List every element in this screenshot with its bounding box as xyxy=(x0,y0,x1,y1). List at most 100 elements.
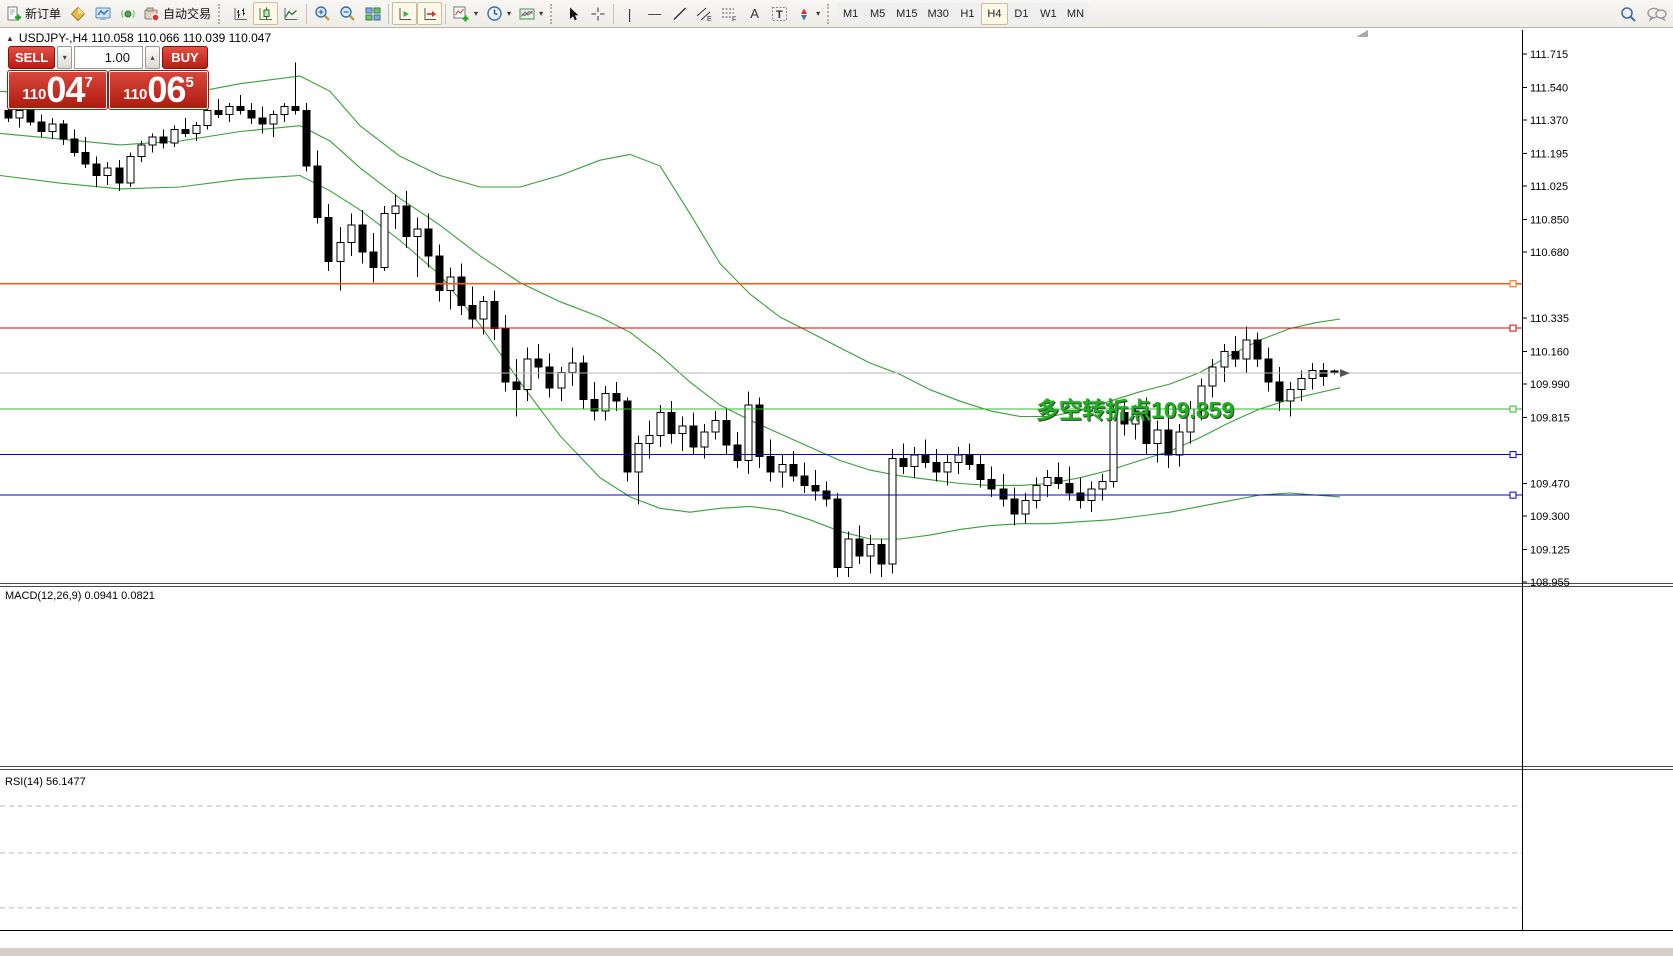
candles-layer xyxy=(4,62,1339,578)
bollinger-bands xyxy=(0,75,1341,540)
line-chart-icon xyxy=(284,7,297,20)
trendline-tool-button[interactable] xyxy=(667,2,692,25)
zoom-out-button[interactable] xyxy=(335,2,360,25)
crosshair-tool-button[interactable] xyxy=(585,2,610,25)
text-tool-icon: A xyxy=(750,6,759,21)
chart-annotation-text[interactable]: 多空转折点109.859 xyxy=(1036,397,1235,423)
timeframe-m5-button[interactable]: M5 xyxy=(864,2,892,25)
macd-indicator-label: MACD(12,26,9) 0.0941 0.0821 xyxy=(5,590,155,602)
sell-price-display[interactable]: 110 04 7 xyxy=(7,69,108,110)
templates-button[interactable]: ▾ xyxy=(515,2,547,25)
svg-text:109.300: 109.300 xyxy=(1530,511,1570,523)
buy-price-display[interactable]: 110 06 5 xyxy=(108,69,209,110)
chart-window: 111.715 111.540 111.370 111.195 111.025 110.8… xyxy=(0,28,1673,956)
periods-button[interactable]: ▾ xyxy=(482,2,515,25)
buy-price-sup: 5 xyxy=(185,74,194,91)
auto-trading-icon xyxy=(144,7,160,21)
bar-chart-mode-button[interactable] xyxy=(228,2,253,25)
new-order-button[interactable]: 新订单 xyxy=(2,2,65,25)
buy-price-big: 06 xyxy=(147,69,186,110)
candlestick-mode-button[interactable] xyxy=(253,2,279,25)
cursor-icon xyxy=(569,7,578,20)
svg-text:111.195: 111.195 xyxy=(1530,148,1568,160)
timeframe-h4-button[interactable]: H4 xyxy=(980,2,1008,25)
svg-text:F: F xyxy=(732,16,736,22)
sound-alert-button[interactable] xyxy=(115,2,140,25)
indicators-add-icon xyxy=(453,6,469,21)
timeframe-d1-button[interactable]: D1 xyxy=(1007,2,1035,25)
buy-button[interactable]: BUY xyxy=(162,46,208,69)
tile-windows-icon xyxy=(365,7,381,20)
market-watch-button[interactable] xyxy=(65,2,90,25)
search-icon[interactable] xyxy=(1620,6,1637,23)
sell-button[interactable]: SELL xyxy=(8,46,56,69)
new-order-label: 新订单 xyxy=(25,7,62,21)
svg-text:109.125: 109.125 xyxy=(1530,544,1570,556)
zoom-in-icon xyxy=(315,6,330,21)
horizontal-line-objects[interactable] xyxy=(0,280,1522,499)
dropdown-caret-icon: ▾ xyxy=(474,9,479,18)
sound-icon xyxy=(120,9,135,18)
svg-text:110.850: 110.850 xyxy=(1530,214,1569,226)
chart-shift-button[interactable] xyxy=(417,2,443,25)
sell-price-sup: 7 xyxy=(84,74,93,91)
arrows-tool-button[interactable]: ▾ xyxy=(792,2,824,25)
svg-text:E: E xyxy=(707,16,712,22)
text-tool-button[interactable]: A xyxy=(742,2,767,25)
svg-text:T: T xyxy=(776,9,783,21)
vertical-line-tool-button[interactable]: | xyxy=(617,2,642,25)
horizontal-line-tool-button[interactable]: — xyxy=(642,2,667,25)
data-window-button[interactable] xyxy=(90,2,115,25)
text-label-tool-button[interactable]: T xyxy=(767,2,792,25)
dropdown-caret-icon: ▾ xyxy=(539,9,544,18)
timeframe-m30-button[interactable]: M30 xyxy=(922,2,954,25)
line-chart-mode-button[interactable] xyxy=(278,2,303,25)
panel-collapse-icon[interactable]: ▲ xyxy=(6,33,14,43)
fibonacci-tool-button[interactable]: F xyxy=(717,2,742,25)
svg-text:108.955: 108.955 xyxy=(1530,577,1570,589)
timeframe-m15-button[interactable]: M15 xyxy=(891,2,923,25)
volume-input[interactable] xyxy=(74,46,143,69)
channel-tool-button[interactable]: E xyxy=(692,2,717,25)
chat-icon[interactable] xyxy=(1647,6,1667,22)
timeframe-h1-button[interactable]: H1 xyxy=(953,2,981,25)
arrows-icon xyxy=(801,8,808,20)
timeframe-w1-button[interactable]: W1 xyxy=(1034,2,1062,25)
zoom-in-button[interactable] xyxy=(310,2,335,25)
horizontal-line-icon: — xyxy=(648,6,662,21)
channel-icon: E xyxy=(696,7,712,22)
cursor-tool-button[interactable] xyxy=(560,2,585,25)
svg-text:110.160: 110.160 xyxy=(1530,346,1569,358)
toolbar-separator xyxy=(613,3,615,24)
candlestick-icon xyxy=(259,7,272,20)
auto-trading-button[interactable]: 自动交易 xyxy=(140,2,215,25)
trendline-icon xyxy=(673,7,686,20)
auto-trading-label: 自动交易 xyxy=(163,7,212,21)
template-chart-icon xyxy=(519,8,535,19)
timeframe-mn-button[interactable]: MN xyxy=(1061,2,1090,25)
sell-price-big: 04 xyxy=(46,69,85,110)
bar-chart-icon xyxy=(234,7,247,20)
auto-scroll-button[interactable] xyxy=(392,2,418,25)
timeframe-m1-button[interactable]: M1 xyxy=(837,2,865,25)
indicators-button[interactable]: ▾ xyxy=(449,2,482,25)
fibonacci-icon: F xyxy=(722,8,736,22)
toolbar-grip xyxy=(550,3,557,24)
volume-increase-button[interactable]: ▴ xyxy=(145,46,160,69)
volume-decrease-button[interactable]: ▾ xyxy=(57,46,73,69)
chart-shift-icon xyxy=(424,7,436,20)
vertical-line-icon: | xyxy=(627,5,632,22)
tile-windows-button[interactable] xyxy=(360,2,385,25)
svg-text:109.470: 109.470 xyxy=(1530,478,1570,490)
price-axis[interactable]: 111.715 111.540 111.370 111.195 111.025 110.8… xyxy=(1522,49,1570,589)
toolbar-separator xyxy=(445,3,447,24)
svg-text:111.715: 111.715 xyxy=(1530,49,1568,61)
svg-text:110.680: 110.680 xyxy=(1530,247,1569,259)
svg-text:109.815: 109.815 xyxy=(1530,412,1570,424)
rsi-indicator-label: RSI(14) 56.1477 xyxy=(5,776,86,788)
toolbar-grip xyxy=(827,3,834,24)
buy-price-prefix: 110 xyxy=(123,86,148,103)
chart-canvas[interactable]: 111.715 111.540 111.370 111.195 111.025 110.8… xyxy=(0,28,1673,956)
dropdown-caret-icon: ▾ xyxy=(507,9,512,18)
text-label-icon: T xyxy=(772,6,788,21)
